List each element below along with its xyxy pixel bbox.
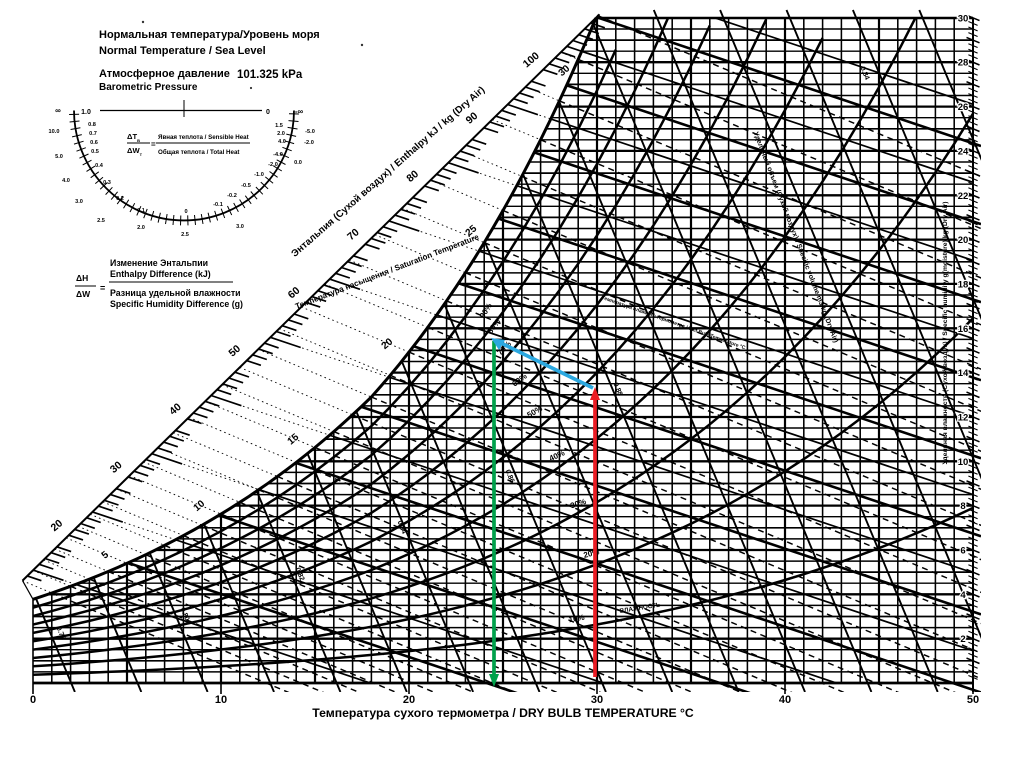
svg-text:-∞: -∞ bbox=[295, 107, 304, 116]
svg-text:40: 40 bbox=[779, 694, 791, 706]
svg-text:4.0: 4.0 bbox=[62, 178, 70, 184]
svg-text:10: 10 bbox=[958, 457, 969, 468]
svg-text:101.325 kPa: 101.325 kPa bbox=[237, 69, 303, 81]
svg-text:1.5: 1.5 bbox=[275, 123, 283, 129]
svg-text:Явная теплота / Sensible Heat: Явная теплота / Sensible Heat bbox=[158, 134, 249, 141]
svg-text:0.7: 0.7 bbox=[89, 131, 97, 137]
svg-text:2.5: 2.5 bbox=[181, 232, 189, 238]
svg-text:1.0: 1.0 bbox=[81, 109, 91, 116]
svg-text:-0.5: -0.5 bbox=[241, 183, 251, 189]
svg-text:0.82: 0.82 bbox=[293, 567, 305, 582]
svg-text:0.4: 0.4 bbox=[95, 163, 104, 169]
svg-text:-4.0: -4.0 bbox=[273, 152, 283, 158]
svg-text:0.2: 0.2 bbox=[116, 196, 124, 202]
svg-text:∞: ∞ bbox=[55, 106, 61, 115]
svg-text:Barometric Pressure: Barometric Pressure bbox=[99, 82, 198, 93]
svg-text:50: 50 bbox=[967, 694, 979, 706]
svg-text:0.80: 0.80 bbox=[178, 607, 190, 622]
svg-text:0.5: 0.5 bbox=[91, 149, 99, 155]
svg-text:20: 20 bbox=[403, 694, 415, 706]
svg-text:3.0: 3.0 bbox=[75, 199, 83, 205]
svg-text:26: 26 bbox=[958, 102, 969, 113]
svg-text:-0.1: -0.1 bbox=[213, 202, 223, 208]
svg-text:0.78: 0.78 bbox=[54, 626, 66, 641]
svg-text:12: 12 bbox=[958, 413, 969, 424]
svg-text:Нормальная температура/Уровень: Нормальная температура/Уровень моря bbox=[99, 29, 320, 41]
svg-text:Normal Temperature / Sea Level: Normal Temperature / Sea Level bbox=[99, 45, 266, 57]
svg-text:6: 6 bbox=[960, 546, 965, 557]
svg-text:2.0: 2.0 bbox=[277, 131, 285, 137]
svg-text:-0.2: -0.2 bbox=[227, 193, 237, 199]
svg-text:Enthalpy Difference (kJ): Enthalpy Difference (kJ) bbox=[110, 269, 211, 279]
svg-text:10%: 10% bbox=[568, 613, 585, 625]
svg-text:5.0: 5.0 bbox=[55, 154, 63, 160]
svg-text:0.1: 0.1 bbox=[137, 208, 145, 214]
svg-text:0.88: 0.88 bbox=[611, 382, 623, 397]
svg-text:0.84: 0.84 bbox=[858, 66, 870, 81]
svg-text:0: 0 bbox=[266, 109, 270, 116]
svg-text:28: 28 bbox=[958, 58, 969, 69]
svg-text:-1.0: -1.0 bbox=[254, 172, 264, 178]
svg-text:2.0: 2.0 bbox=[137, 225, 145, 231]
svg-text:0: 0 bbox=[30, 694, 36, 706]
svg-text:30: 30 bbox=[958, 13, 969, 24]
svg-text:Общая теплота / Total Heat: Общая теплота / Total Heat bbox=[158, 149, 239, 156]
svg-text:8: 8 bbox=[960, 501, 965, 512]
svg-text:Specific Humidity Difference (: Specific Humidity Difference (g) bbox=[110, 299, 243, 309]
svg-text:0.84: 0.84 bbox=[395, 520, 407, 535]
svg-text:16: 16 bbox=[958, 324, 969, 335]
svg-text:ΔH: ΔH bbox=[76, 273, 88, 283]
svg-text:Температура сухого термометра: Температура сухого термометра / DRY BULB… bbox=[312, 706, 694, 720]
svg-text:0.0: 0.0 bbox=[294, 160, 302, 166]
svg-text:ΔTB: ΔTB bbox=[127, 132, 140, 143]
svg-text:-2.0: -2.0 bbox=[304, 140, 314, 146]
svg-text:Разница удельной влажности: Разница удельной влажности bbox=[110, 288, 241, 298]
svg-text:2: 2 bbox=[960, 634, 965, 645]
svg-text:Изменение Энтальпии: Изменение Энтальпии bbox=[110, 258, 208, 268]
svg-text:=: = bbox=[151, 140, 156, 149]
svg-text:0: 0 bbox=[184, 209, 187, 215]
svg-text:10.0: 10.0 bbox=[49, 129, 60, 135]
svg-text:=: = bbox=[100, 283, 105, 293]
svg-text:5: 5 bbox=[100, 549, 112, 561]
svg-text:10: 10 bbox=[215, 694, 227, 706]
svg-text:20: 20 bbox=[958, 235, 969, 246]
svg-text:0.8: 0.8 bbox=[88, 122, 96, 128]
svg-text:14: 14 bbox=[958, 368, 969, 379]
svg-text:0.86: 0.86 bbox=[503, 469, 515, 484]
svg-text:3.0: 3.0 bbox=[236, 224, 244, 230]
svg-text:4: 4 bbox=[960, 590, 966, 601]
svg-text:Удельная влажность (Сухой возд: Удельная влажность (Сухой воздух) / Spec… bbox=[941, 201, 949, 464]
svg-text:ΔWT: ΔWT bbox=[127, 146, 143, 157]
svg-text:30: 30 bbox=[591, 694, 603, 706]
svg-text:0.3: 0.3 bbox=[103, 180, 111, 186]
svg-text:22: 22 bbox=[958, 191, 969, 202]
svg-text:0.6: 0.6 bbox=[90, 140, 98, 146]
svg-text:4.0: 4.0 bbox=[278, 139, 286, 145]
svg-text:-2.0: -2.0 bbox=[268, 162, 278, 168]
svg-text:24: 24 bbox=[958, 146, 969, 157]
svg-text:18: 18 bbox=[958, 279, 969, 290]
svg-text:ΔW: ΔW bbox=[76, 289, 91, 299]
svg-text:-5.0: -5.0 bbox=[305, 129, 315, 135]
svg-text:2.5: 2.5 bbox=[97, 218, 105, 224]
svg-text:Атмосферное давление: Атмосферное давление bbox=[99, 68, 230, 80]
